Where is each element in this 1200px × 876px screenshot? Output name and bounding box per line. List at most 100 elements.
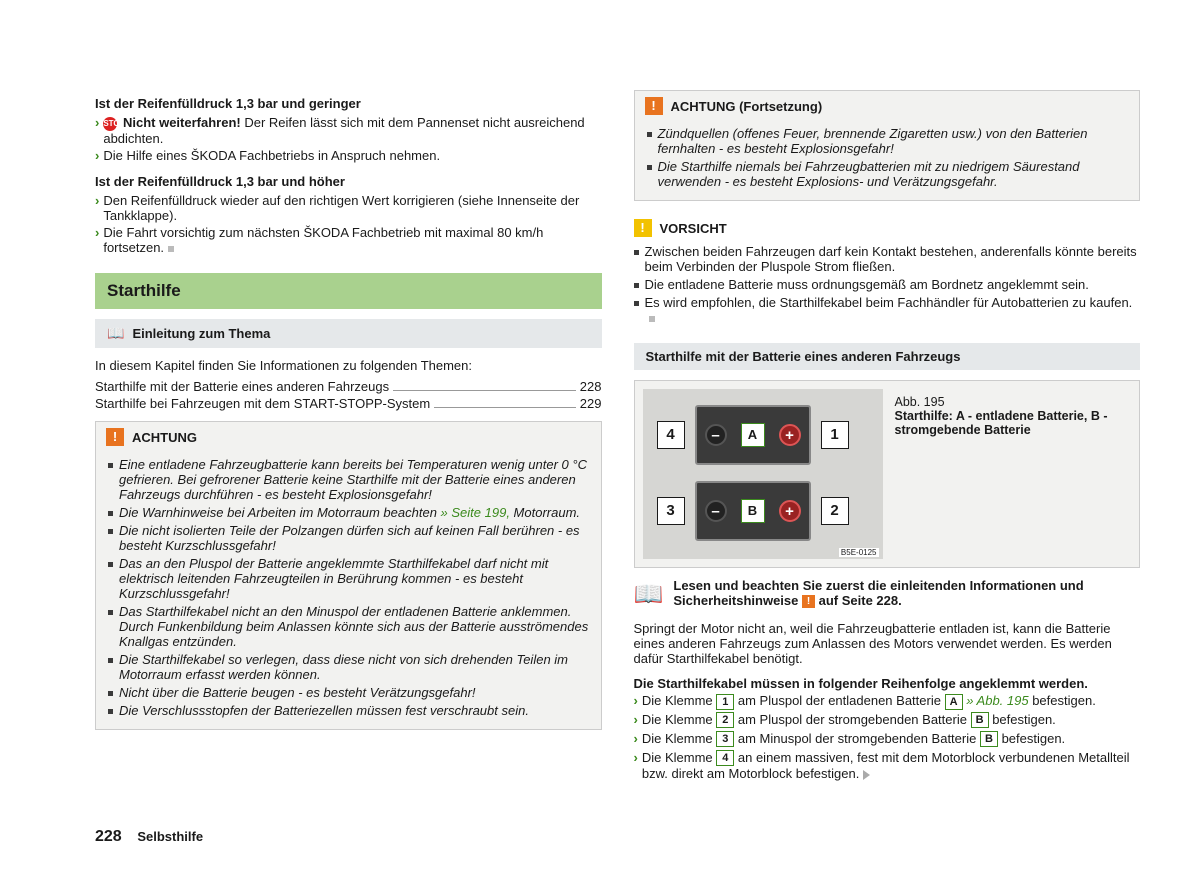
body-text: Es wird empfohlen, die Starthilfekabel b… xyxy=(645,295,1133,310)
continue-marker-icon xyxy=(863,770,870,780)
body-text: auf Seite 228. xyxy=(815,593,902,608)
square-bullet-icon xyxy=(108,709,113,714)
square-bullet-icon xyxy=(108,562,113,567)
body-text: Die entladene Batterie muss ordnungsgemä… xyxy=(645,277,1089,292)
bullet-icon: › xyxy=(634,693,638,710)
leader-line xyxy=(393,390,576,391)
warning-ref-icon: ! xyxy=(802,595,815,608)
pos-pole-icon: + xyxy=(779,500,801,522)
page: Ist der Reifenfülldruck 1,3 bar und geri… xyxy=(0,0,1200,823)
square-bullet-icon xyxy=(634,283,639,288)
square-bullet-icon xyxy=(108,610,113,615)
square-bullet-icon xyxy=(108,511,113,516)
emphasis-text: Motorraum xyxy=(514,505,577,520)
end-marker-icon xyxy=(168,246,174,252)
figure-number: Abb. 195 xyxy=(895,395,1120,409)
vorsicht-body: Zwischen beiden Fahrzeugen darf kein Kon… xyxy=(634,244,1141,325)
vorsicht-header: ! VORSICHT xyxy=(634,213,1141,241)
clamp-number: 1 xyxy=(821,421,849,449)
subhead-2: Ist der Reifenfülldruck 1,3 bar und höhe… xyxy=(95,174,602,189)
square-bullet-icon xyxy=(108,463,113,468)
description: Springt der Motor nicht an, weil die Fah… xyxy=(634,621,1141,666)
toc-page: 229 xyxy=(580,396,602,411)
list-item: › STOP Nicht weiterfahren! Der Reifen lä… xyxy=(95,115,602,146)
diagram-row: 4 – A + 1 xyxy=(657,405,849,465)
body-text: Die Verschlussstopfen der Batteriezellen… xyxy=(119,703,529,718)
battery-a: – A + xyxy=(695,405,811,465)
box-title: ACHTUNG (Fortsetzung) xyxy=(671,99,823,114)
clamp-number: 3 xyxy=(657,497,685,525)
left-column: Ist der Reifenfülldruck 1,3 bar und geri… xyxy=(95,90,602,783)
square-bullet-icon xyxy=(108,658,113,663)
page-number: 228 xyxy=(95,828,122,845)
body-text: Eine entladene Fahrzeugbatterie kann ber… xyxy=(119,457,589,502)
neg-pole-icon: – xyxy=(705,500,727,522)
leader-line xyxy=(434,407,576,408)
bullet-icon: › xyxy=(95,115,99,132)
book-open-icon: 📖 xyxy=(634,580,664,609)
end-marker-icon xyxy=(649,316,655,322)
read-first-note: 📖 Lesen und beachten Sie zuerst die einl… xyxy=(634,578,1141,609)
body-text: Die nicht isolierten Teile der Polzangen… xyxy=(119,523,589,553)
body-text: Den Reifenfülldruck wieder auf den richt… xyxy=(103,193,601,223)
page-ref-link[interactable]: » Seite 199, xyxy=(441,505,514,520)
warning-icon: ! xyxy=(106,428,124,446)
warning-icon: ! xyxy=(645,97,663,115)
neg-pole-icon: – xyxy=(705,424,727,446)
square-bullet-icon xyxy=(634,301,639,306)
achtung-box: ! ACHTUNG Eine entladene Fahrzeugbatteri… xyxy=(95,421,602,730)
battery-label: A xyxy=(741,423,765,447)
caution-icon: ! xyxy=(634,219,652,237)
list-item: › Den Reifenfülldruck wieder auf den ric… xyxy=(95,193,602,223)
fig-ref-link[interactable]: » Abb. 195 xyxy=(963,693,1029,708)
list-item: › Die Fahrt vorsichtig zum nächsten ŠKOD… xyxy=(95,225,602,255)
body-text: Zwischen beiden Fahrzeugen darf kein Kon… xyxy=(645,244,1141,274)
body-text: Die Hilfe eines ŠKODA Fachbetriebs in An… xyxy=(103,148,440,163)
achtung-cont-box: ! ACHTUNG (Fortsetzung) Zündquellen (off… xyxy=(634,90,1141,201)
section-subtitle: 📖 Einleitung zum Thema xyxy=(95,319,602,348)
t: Die Klemme xyxy=(642,750,716,765)
intro-text: In diesem Kapitel finden Sie Information… xyxy=(95,358,602,373)
battery-b: – B + xyxy=(695,481,811,541)
square-bullet-icon xyxy=(108,691,113,696)
bullet-icon: › xyxy=(634,731,638,748)
bold-text: Nicht weiterfahren! xyxy=(123,115,241,130)
t: Die Klemme xyxy=(642,693,716,708)
body-text: Das an den Pluspol der Batterie angeklem… xyxy=(119,556,589,601)
pos-pole-icon: + xyxy=(779,424,801,446)
toc-label: Starthilfe mit der Batterie eines andere… xyxy=(95,379,389,394)
toc-page: 228 xyxy=(580,379,602,394)
ref-box: 3 xyxy=(716,731,734,747)
t: befestigen. xyxy=(989,712,1056,727)
ref-box: 2 xyxy=(716,712,734,728)
box-header: ! ACHTUNG (Fortsetzung) xyxy=(635,91,1140,119)
toc-label: Starthilfe bei Fahrzeugen mit dem START-… xyxy=(95,396,430,411)
footer-section: Selbsthilfe xyxy=(137,829,203,844)
battery-label: B xyxy=(741,499,765,523)
section-subtitle-text: Einleitung zum Thema xyxy=(132,326,270,341)
toc-row: Starthilfe bei Fahrzeugen mit dem START-… xyxy=(95,396,602,411)
diagram-row: 3 – B + 2 xyxy=(657,481,849,541)
ref-box: 1 xyxy=(716,694,734,710)
steps-list: › Die Klemme 1 am Pluspol der entladenen… xyxy=(634,693,1141,781)
square-bullet-icon xyxy=(647,132,652,137)
box-body: Eine entladene Fahrzeugbatterie kann ber… xyxy=(96,450,601,729)
book-icon: 📖 xyxy=(107,325,124,342)
box-body: Zündquellen (offenes Feuer, brennende Zi… xyxy=(635,119,1140,200)
steps-heading: Die Starthilfekabel müssen in folgender … xyxy=(634,676,1141,691)
figure-caption: Abb. 195 Starthilfe: A - entladene Batte… xyxy=(883,389,1132,559)
section-subtitle-2: Starthilfe mit der Batterie eines andere… xyxy=(634,343,1141,370)
t: Die Klemme xyxy=(642,712,716,727)
section-subtitle-text: Starthilfe mit der Batterie eines andere… xyxy=(646,349,961,364)
bullet-icon: › xyxy=(95,225,99,242)
box-header: ! ACHTUNG xyxy=(96,422,601,450)
battery-diagram: 4 – A + 1 3 – B xyxy=(643,389,883,559)
clamp-number: 2 xyxy=(821,497,849,525)
ref-box: 4 xyxy=(716,750,734,766)
bullet-icon: › xyxy=(95,193,99,210)
bullet-icon: › xyxy=(634,712,638,729)
figure-text: Starthilfe: A - entladene Batterie, B - … xyxy=(895,409,1120,437)
body-text: Die Warnhinweise bei Arbeiten im Motorra… xyxy=(119,505,441,520)
box-title: VORSICHT xyxy=(660,221,727,236)
section-title: Starthilfe xyxy=(95,273,602,309)
